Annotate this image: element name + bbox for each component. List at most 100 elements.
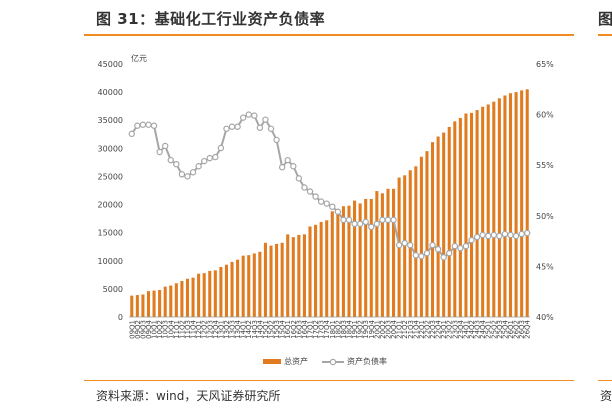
bar-total-assets	[146, 291, 151, 317]
debt-ratio-point	[150, 122, 158, 129]
debt-ratio-point	[507, 231, 514, 239]
left-y-tick-label: 25000	[98, 172, 123, 181]
bar-total-assets	[158, 290, 162, 317]
bar-total-assets	[208, 270, 212, 317]
legend-label-debt-ratio: 资产负债率	[347, 356, 387, 366]
x-tick-label: 23Q4	[457, 319, 465, 338]
x-tick-label: 26Q2	[513, 320, 521, 339]
debt-ratio-point	[206, 154, 213, 162]
bar-total-assets	[481, 106, 485, 318]
debt-ratio-point	[223, 125, 230, 132]
bar-total-assets	[325, 220, 329, 317]
bar-total-assets	[375, 191, 379, 317]
debt-ratio-point	[412, 252, 420, 259]
debt-ratio-point	[301, 184, 308, 191]
x-tick-label: 25Q2	[490, 320, 498, 339]
debt-ratio-point	[284, 156, 291, 164]
debt-ratio-point	[512, 232, 520, 240]
debt-ratio-point	[162, 142, 169, 150]
debt-ratio-point	[228, 123, 236, 130]
x-tick-label: 10Q3	[162, 320, 170, 339]
x-tick-label: 14Q2	[245, 320, 253, 339]
debt-ratio-point	[518, 230, 525, 238]
debt-ratio-point	[434, 245, 442, 253]
bar-total-assets	[492, 101, 496, 318]
x-tick-label: 20Q1	[373, 320, 381, 339]
debt-ratio-point	[356, 220, 364, 228]
bar-total-assets	[447, 126, 451, 317]
debt-ratio-point	[501, 230, 509, 238]
bar-total-assets	[347, 205, 351, 317]
debt-ratio-point	[395, 241, 403, 249]
x-tick-label: 10Q4	[167, 319, 175, 338]
bar-total-assets	[358, 203, 362, 317]
debt-ratio-point	[524, 229, 531, 237]
debt-ratio-point	[145, 121, 152, 128]
x-tick-label: 13Q3	[229, 320, 237, 339]
title-divider	[84, 34, 574, 36]
x-tick-label: 17Q1	[307, 320, 315, 339]
x-tick-label: 22Q2	[423, 320, 431, 339]
x-tick-label: 20Q4	[390, 319, 398, 338]
right-y-tick-label: 55%	[536, 161, 554, 170]
debt-ratio-point	[446, 250, 453, 257]
bar-total-assets	[503, 95, 507, 318]
bar-total-assets	[269, 245, 273, 317]
debt-ratio-point	[429, 241, 436, 249]
x-tick-label: 11Q1	[173, 320, 181, 339]
x-tick-label: 15Q2	[268, 320, 276, 339]
bar-total-assets	[520, 90, 524, 318]
bar-total-assets	[341, 206, 345, 317]
x-tick-label: 12Q1	[195, 320, 203, 339]
x-tick-label: 13Q2	[223, 320, 231, 339]
left-y-tick-label: 45000	[98, 60, 123, 69]
x-tick-label: 18Q2	[334, 320, 342, 339]
bar-total-assets	[369, 198, 373, 317]
adjacent-title-divider	[598, 34, 612, 36]
bar-total-assets	[453, 121, 457, 317]
bar-total-assets	[163, 286, 167, 317]
x-tick-label: 09Q1	[128, 320, 136, 339]
x-tick-label: 19Q4	[368, 319, 376, 338]
x-tick-label: 23Q2	[446, 320, 454, 339]
bar-total-assets	[414, 166, 418, 317]
x-tick-label: 09Q2	[134, 320, 142, 339]
bar-total-assets	[330, 211, 334, 317]
right-y-tick-label: 40%	[536, 313, 554, 322]
bar-total-assets	[486, 104, 490, 317]
debt-ratio-point	[251, 112, 258, 119]
debt-ratio-point	[200, 157, 208, 165]
bar-total-assets	[392, 188, 396, 317]
bar-total-assets	[431, 142, 435, 317]
x-tick-label: 19Q2	[357, 320, 365, 339]
x-tick-label: 20Q2	[379, 320, 387, 339]
bar-total-assets	[241, 255, 245, 317]
debt-ratio-point	[217, 144, 225, 152]
x-tick-label: 22Q3	[429, 320, 437, 339]
x-tick-label: 15Q4	[279, 319, 287, 338]
bar-total-assets	[497, 98, 501, 317]
debt-ratio-point	[178, 171, 186, 178]
x-tick-label: 21Q4	[412, 319, 420, 338]
debt-ratio-point	[189, 169, 197, 176]
x-tick-label: 16Q4	[301, 319, 309, 338]
x-tick-label: 11Q4	[190, 319, 198, 338]
debt-ratio-point	[317, 198, 325, 205]
bar-total-assets	[458, 117, 462, 318]
bar-total-assets	[169, 285, 173, 317]
x-tick-label: 24Q3	[474, 320, 482, 339]
left-y-tick-label: 40000	[98, 88, 123, 97]
debt-ratio-point	[212, 153, 219, 161]
bar-total-assets	[224, 264, 228, 317]
debt-ratio-point	[490, 231, 497, 239]
x-tick-label: 23Q3	[451, 320, 459, 339]
x-tick-label: 12Q2	[201, 320, 209, 339]
left-y-tick-label: 10000	[98, 257, 123, 266]
debt-ratio-point	[390, 216, 397, 224]
left-y-tick-label: 20000	[98, 201, 123, 210]
debt-ratio-point	[273, 136, 280, 144]
debt-ratio-point	[384, 216, 392, 224]
debt-ratio-point	[457, 244, 464, 252]
debt-ratio-point	[473, 233, 481, 241]
x-axis: 09Q109Q209Q309Q410Q110Q210Q310Q411Q111Q2…	[128, 316, 532, 339]
